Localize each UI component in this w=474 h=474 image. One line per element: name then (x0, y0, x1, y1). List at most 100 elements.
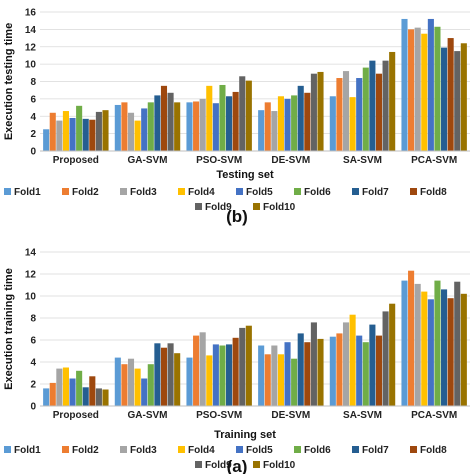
legend-swatch (253, 203, 260, 210)
bar-fold9-pso-svm (239, 327, 246, 406)
legend-label: Fold7 (362, 445, 389, 456)
bar-fold8-proposed (89, 119, 96, 151)
y-tick-label: 8 (30, 314, 36, 325)
legend: Fold1 Fold2 Fold3 Fold4 Fold5 Fold6 Fold7 Fold8… (4, 187, 447, 213)
bar-fold7-sa-svm (369, 324, 376, 406)
bar-fold1-ga-svm (114, 357, 121, 406)
bar-fold6-pso-svm (219, 84, 226, 151)
legend-label: Fold4 (188, 187, 215, 198)
bar-fold8-pso-svm (232, 91, 239, 151)
x-category-label: PSO-SVM (196, 410, 242, 421)
x-category-label: DE-SVM (271, 410, 310, 421)
bar-fold9-ga-svm (167, 92, 174, 151)
y-tick-label: 12 (25, 270, 37, 281)
bar-fold4-sa-svm (349, 314, 356, 406)
bar-fold8-proposed (89, 376, 96, 406)
bar-fold2-pca-svm (408, 29, 415, 151)
bar-fold8-pca-svm (447, 38, 454, 151)
x-category-label: GA-SVM (128, 155, 168, 166)
bar-fold8-sa-svm (375, 335, 383, 406)
bar-fold8-ga-svm (160, 85, 168, 151)
legend-swatch (178, 446, 185, 453)
bar-fold6-pca-svm (434, 26, 441, 151)
x-category-label: DE-SVM (271, 155, 310, 166)
bar-fold7-sa-svm (369, 60, 376, 151)
bar-fold5-sa-svm (356, 78, 363, 151)
legend-label: Fold5 (246, 445, 273, 456)
bar-fold4-pso-svm (206, 85, 213, 151)
bar-fold9-pso-svm (239, 76, 246, 151)
bar-fold7-proposed (82, 387, 89, 406)
bar-fold6-proposed (76, 105, 83, 151)
legend: Fold1 Fold2 Fold3 Fold4 Fold5 Fold6 Fold7 Fold8… (4, 445, 447, 471)
bar-fold6-de-svm (291, 95, 298, 151)
bar-fold10-de-svm (317, 71, 324, 151)
y-tick-label: 0 (30, 402, 36, 413)
bar-fold6-ga-svm (147, 364, 154, 406)
bar-fold2-pca-svm (408, 270, 415, 406)
bar-fold2-sa-svm (336, 78, 343, 151)
bar-fold2-ga-svm (121, 102, 128, 151)
x-category-label: Proposed (53, 155, 99, 166)
bar-fold9-sa-svm (382, 311, 389, 406)
bar-fold1-sa-svm (329, 336, 336, 406)
x-category-label: GA-SVM (128, 410, 168, 421)
bar-fold4-ga-svm (134, 120, 141, 151)
bar-fold7-ga-svm (154, 343, 161, 406)
bar-fold3-de-svm (271, 111, 278, 151)
bar-fold5-sa-svm (356, 335, 363, 406)
y-tick-label: 8 (30, 77, 36, 88)
bar-fold4-ga-svm (134, 368, 141, 406)
bar-fold10-pso-svm (245, 325, 252, 406)
bar-fold1-pso-svm (186, 102, 193, 151)
legend-swatch (294, 446, 301, 453)
bar-fold2-ga-svm (121, 364, 128, 406)
legend-swatch (120, 188, 127, 195)
x-categories: Proposed GA-SVM PSO-SVM DE-SVM SA-SVM PCA-SVM (53, 410, 457, 421)
bar-fold10-sa-svm (389, 303, 396, 406)
bar-fold2-de-svm (264, 102, 271, 151)
x-category-label: SA-SVM (343, 410, 382, 421)
bar-fold8-ga-svm (160, 347, 168, 406)
legend-label: Fold5 (246, 187, 273, 198)
bar-fold5-de-svm (284, 342, 291, 406)
bar-fold9-ga-svm (167, 343, 174, 406)
legend-label: Fold7 (362, 187, 389, 198)
bar-fold9-proposed (95, 111, 102, 151)
bar-fold4-de-svm (277, 96, 284, 151)
bar-fold5-ga-svm (141, 378, 148, 406)
legend-swatch (4, 446, 11, 453)
bar-fold7-pca-svm (441, 47, 448, 151)
bar-fold2-pso-svm (193, 335, 200, 406)
bar-fold10-pca-svm (460, 293, 467, 406)
bar-fold2-sa-svm (336, 333, 343, 406)
legend-label: Fold8 (420, 445, 447, 456)
bar-fold4-de-svm (277, 354, 284, 406)
bar-fold10-pca-svm (460, 43, 467, 151)
bar-fold1-de-svm (258, 110, 265, 151)
bar-fold1-pca-svm (401, 280, 408, 406)
panel-label: (a) (227, 457, 248, 474)
bar-fold9-proposed (95, 388, 102, 406)
legend-label: Fold2 (72, 445, 99, 456)
bar-fold9-de-svm (310, 73, 317, 151)
legend-label: Fold6 (304, 187, 331, 198)
bar-fold4-proposed (62, 367, 69, 406)
bar-fold7-pca-svm (441, 289, 448, 406)
legend-swatch (236, 188, 243, 195)
bar-fold5-de-svm (284, 98, 291, 151)
legend-swatch (294, 188, 301, 195)
gridlines (40, 251, 470, 385)
y-tick-label: 2 (30, 380, 36, 391)
chart-testing-time: 0 2 4 6 8 10 12 14 16 Proposed GA-SVM PSO-SVM DE-SV… (3, 8, 470, 226)
gridlines (40, 11, 470, 135)
y-tick-label: 6 (30, 336, 36, 347)
y-axis-label: Execution testing time (3, 23, 15, 140)
legend-swatch (410, 188, 417, 195)
panel-label: (b) (226, 207, 248, 226)
bar-fold7-de-svm (297, 333, 304, 406)
x-category-label: SA-SVM (343, 155, 382, 166)
bar-fold3-pca-svm (414, 283, 421, 406)
bar-fold9-sa-svm (382, 60, 389, 151)
